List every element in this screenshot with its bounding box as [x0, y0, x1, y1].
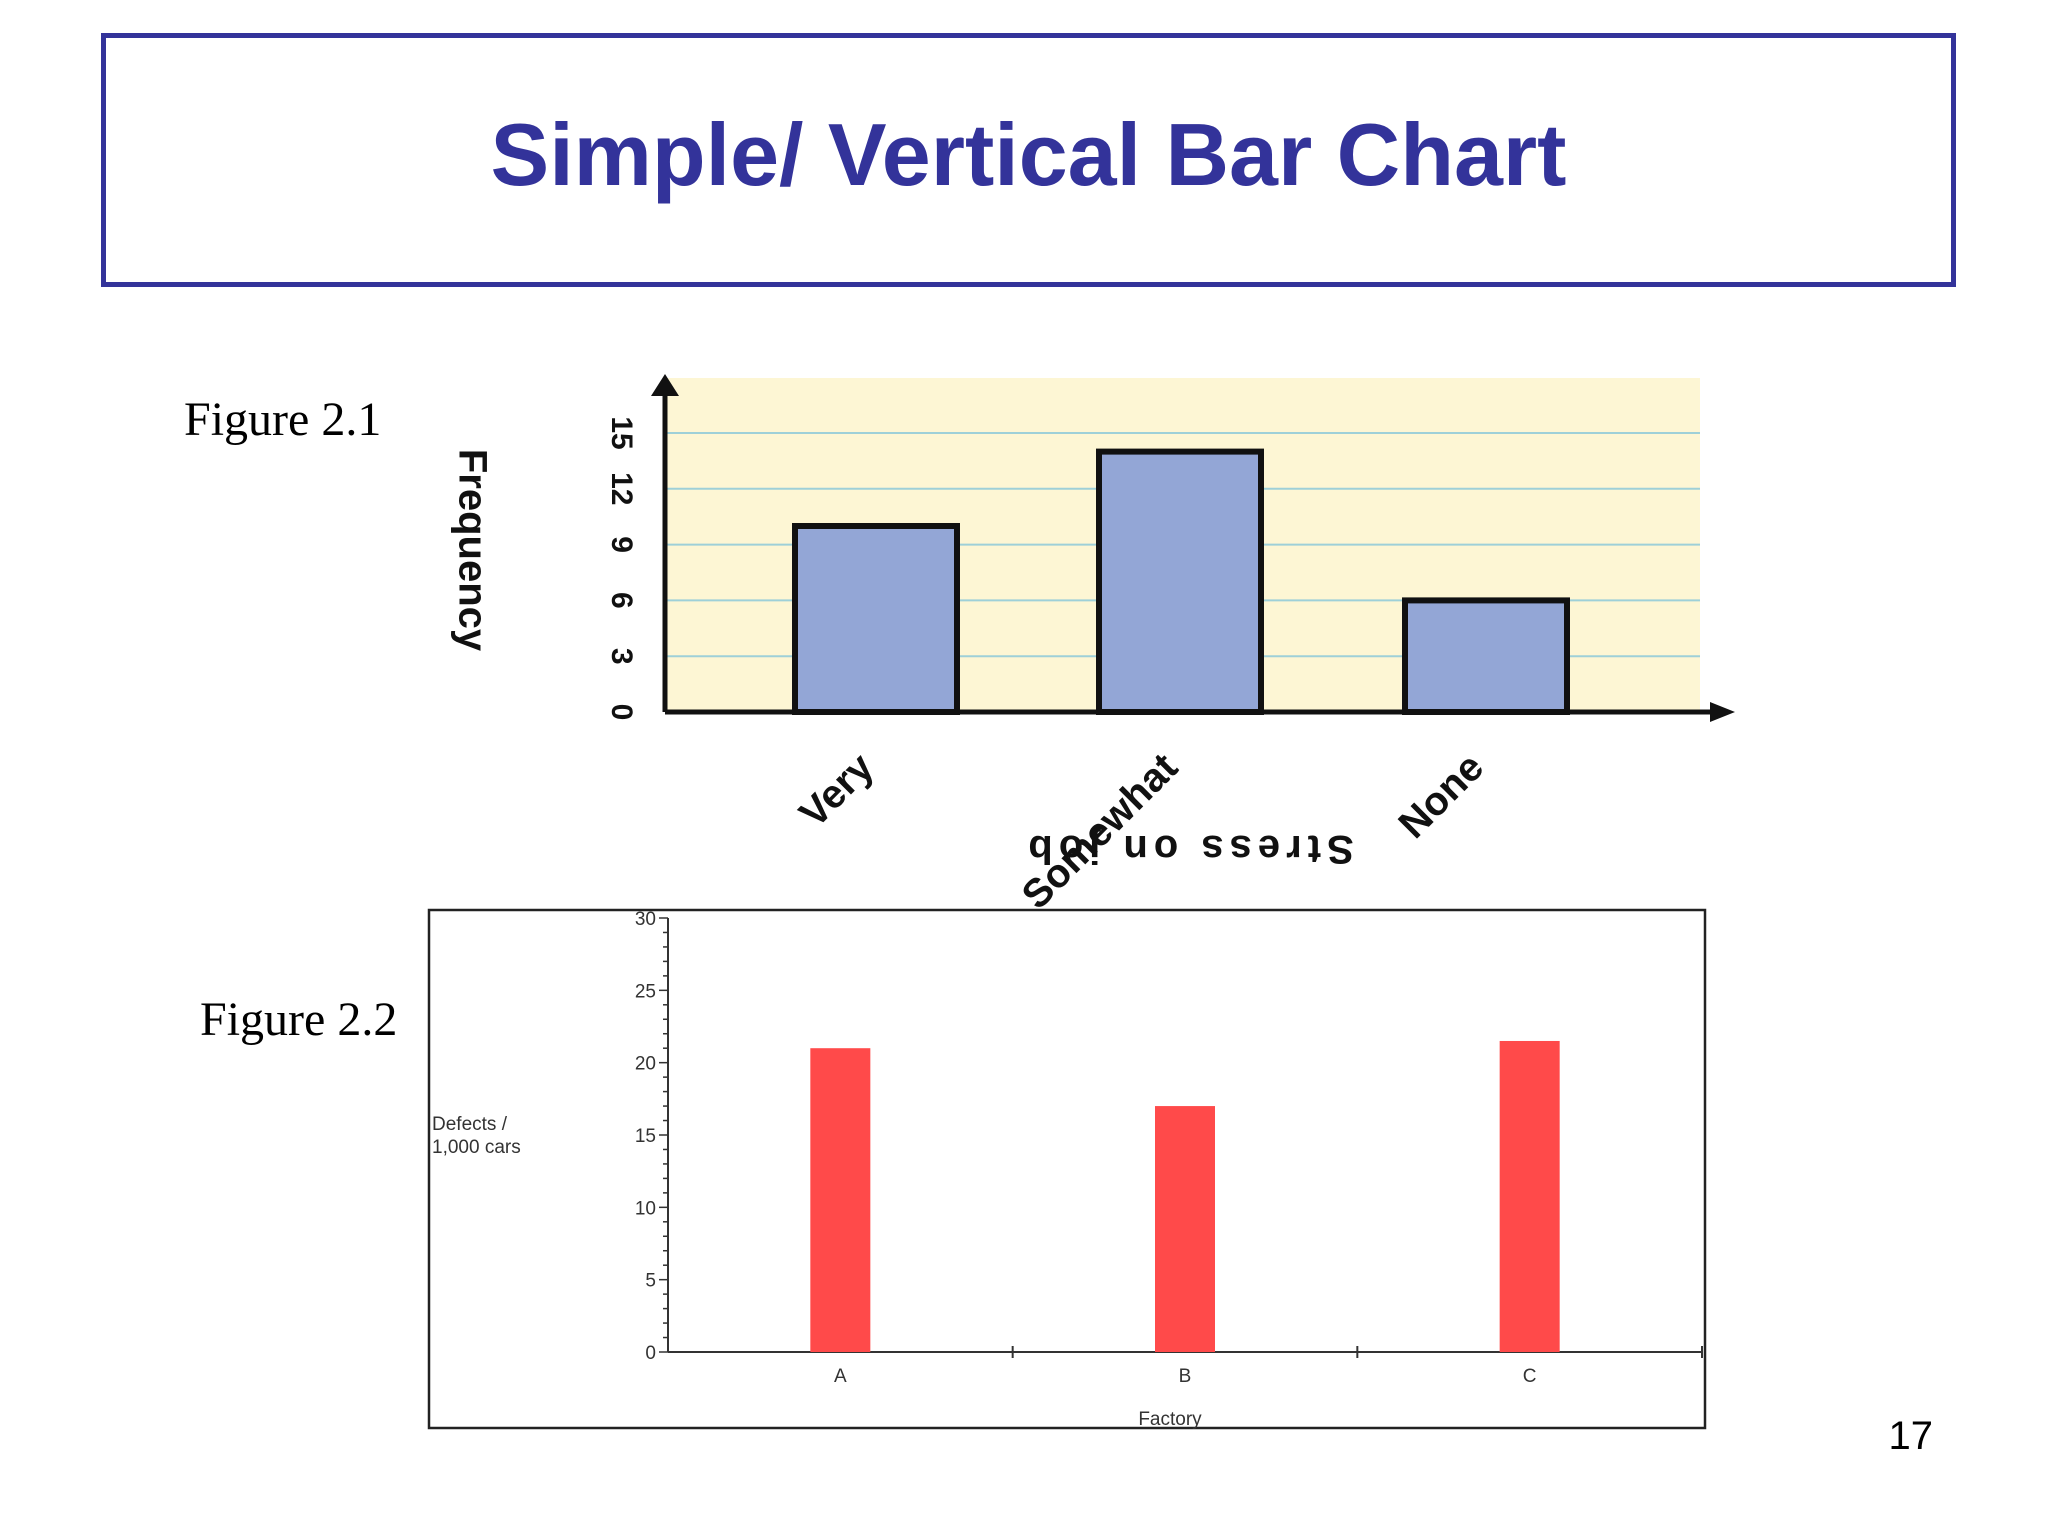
- chart2-x-tick-label: B: [1179, 1366, 1192, 1387]
- figure-1-label: Figure 2.1: [184, 393, 382, 446]
- chart1-y-axis-arrow: [651, 374, 679, 396]
- chart2-y-tick-label: 5: [645, 1271, 656, 1292]
- chart2-bar: [1155, 1106, 1215, 1352]
- chart1-y-tick-label: 0: [605, 704, 638, 721]
- chart1-y-tick-label: 12: [605, 472, 638, 505]
- title-box: Simple/ Vertical Bar Chart: [101, 33, 1956, 287]
- chart2-y-axis-title-line2: 1,000 cars: [432, 1137, 521, 1158]
- chart2-y-tick-label: 20: [635, 1054, 656, 1075]
- chart1-bar: [792, 523, 960, 715]
- chart2-y-tick-label: 15: [635, 1126, 656, 1147]
- chart2-x-tick-label: C: [1523, 1366, 1537, 1387]
- chart1-bar: [1096, 448, 1264, 715]
- chart1-y-tick-label: 9: [605, 536, 638, 553]
- chart2-y-tick-label: 0: [645, 1343, 656, 1364]
- chart1-y-tick-label: 15: [605, 416, 638, 449]
- slide-title: Simple/ Vertical Bar Chart: [490, 105, 1567, 204]
- chart1-y-axis-title: Frequency: [450, 449, 494, 652]
- chart2-y-tick-label: 25: [635, 981, 656, 1002]
- chart1-y-tick-label: 6: [605, 592, 638, 609]
- chart2-y-tick-label: 30: [635, 909, 656, 930]
- figure-2-label: Figure 2.2: [200, 993, 398, 1046]
- chart2-bar: [1499, 1040, 1560, 1352]
- chart2-frame: [427, 908, 1707, 1430]
- chart2-x-tick-label: A: [834, 1366, 847, 1387]
- chart1-x-axis-arrow: [1710, 702, 1735, 722]
- chart2-bar: [810, 1048, 871, 1352]
- chart2-y-axis-title-line1: Defects /: [432, 1114, 508, 1135]
- chart1-y-tick-label: 3: [605, 648, 638, 665]
- chart2-x-axis-title: Factory: [1138, 1409, 1202, 1430]
- page-number: 17: [1888, 1414, 1934, 1458]
- chart1-bar: [1402, 597, 1570, 716]
- chart2-y-tick-label: 10: [635, 1198, 656, 1219]
- chart1-x-axis-title: Stress on job: [1022, 827, 1353, 871]
